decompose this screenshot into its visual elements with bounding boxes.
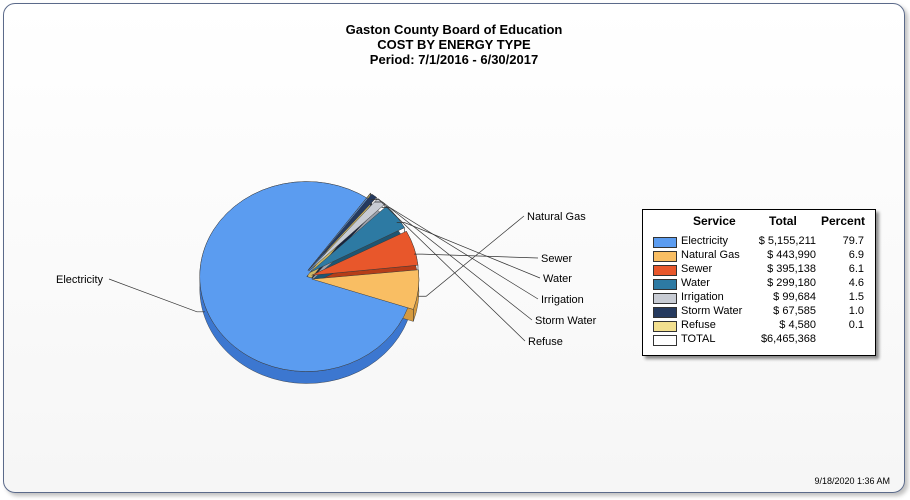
pie-slice (199, 181, 409, 372)
leader-line (396, 222, 541, 279)
legend-header-service: Service (693, 214, 736, 228)
chart-titles: Gaston County Board of Education COST BY… (4, 22, 904, 67)
legend-service: Water (681, 277, 710, 289)
leader-line (418, 215, 525, 297)
legend-service: Irrigation (681, 291, 724, 303)
legend-row: Storm Water $ 67,585 1.0 (643, 305, 875, 319)
legend-row: Water $ 299,180 4.6 (643, 277, 875, 291)
legend-row: Refuse $ 4,580 0.1 (643, 319, 875, 333)
legend-table: Service Total Percent Electricity $ 5,155… (642, 209, 876, 356)
pie-slice (307, 192, 372, 271)
legend-service: TOTAL (681, 333, 716, 345)
slice-label: Refuse (528, 336, 563, 348)
legend-swatch (653, 321, 677, 332)
legend-service: Refuse (681, 319, 716, 331)
legend-total: $ 4,580 (779, 319, 816, 331)
leader-line (374, 201, 533, 321)
timestamp: 9/18/2020 1:36 AM (814, 476, 890, 486)
legend-header-total: Total (769, 214, 797, 228)
legend-swatch (653, 251, 677, 262)
legend-row: Irrigation $ 99,684 1.5 (643, 291, 875, 305)
legend-percent: 1.5 (848, 291, 864, 303)
slice-label: Storm Water (535, 315, 597, 327)
legend-percent: 1.0 (848, 305, 864, 317)
leader-line (370, 199, 526, 342)
legend-total: $ 395,138 (767, 263, 816, 275)
legend-swatch (653, 279, 677, 290)
legend-total: $ 299,180 (767, 277, 816, 289)
leader-line (108, 278, 205, 313)
leader-line (414, 253, 539, 259)
chart-period: Period: 7/1/2016 - 6/30/2017 (369, 52, 539, 67)
legend-percent: 4.6 (848, 277, 864, 289)
legend-percent: 79.7 (842, 235, 864, 247)
legend-swatch (653, 265, 677, 276)
chart-subtitle: COST BY ENERGY TYPE (377, 37, 531, 52)
legend-total: $ 99,684 (773, 291, 816, 303)
legend-percent: 0.1 (848, 319, 864, 331)
legend-header-percent: Percent (821, 214, 866, 228)
legend-total: $ 443,990 (767, 249, 816, 261)
slice-label: Sewer (541, 253, 573, 265)
slice-label: Water (543, 273, 572, 285)
legend-service: Electricity (681, 235, 729, 247)
legend-total: $6,465,368 (760, 333, 816, 345)
chart-frame: Gaston County Board of Education COST BY… (3, 3, 905, 493)
slice-label: Electricity (56, 274, 104, 286)
chart-title: Gaston County Board of Education (345, 22, 563, 37)
legend-row: Sewer $ 395,138 6.1 (643, 263, 875, 277)
pie-slice (311, 269, 420, 310)
pie-slice (311, 230, 419, 276)
legend-swatch (653, 293, 677, 304)
legend-swatch (653, 237, 677, 248)
legend-swatch (653, 335, 677, 346)
legend-row: Natural Gas $ 443,990 6.9 (643, 249, 875, 263)
legend-percent: 6.9 (848, 249, 864, 261)
legend-total: $ 5,155,211 (758, 235, 816, 247)
legend-row: TOTAL $6,465,368 (643, 333, 875, 347)
pie-chart: Electricity Natural Gas Sewer Water Irrigati… (56, 181, 597, 384)
legend-swatch (653, 307, 677, 318)
legend-row: Electricity $ 5,155,211 79.7 (643, 235, 875, 249)
legend-service: Sewer (681, 263, 713, 275)
legend-total: $ 67,585 (773, 305, 816, 317)
slice-label: Irrigation (541, 294, 584, 306)
pie-slice (308, 193, 377, 271)
legend-service: Natural Gas (681, 249, 740, 261)
legend-percent: 6.1 (848, 263, 864, 275)
slice-label: Natural Gas (527, 211, 586, 223)
legend-service: Storm Water (681, 305, 743, 317)
